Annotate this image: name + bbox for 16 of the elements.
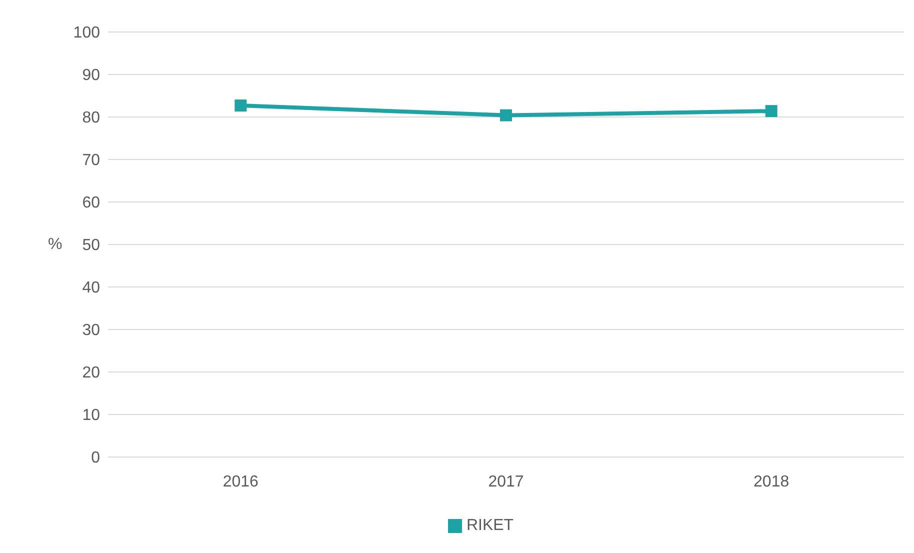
y-axis-title: %	[48, 236, 62, 254]
x-tick-label: 2016	[222, 473, 259, 490]
y-tick-label: 20	[82, 364, 100, 382]
legend-label: RIKET	[466, 517, 514, 534]
x-tick-label: 2018	[754, 473, 790, 490]
y-tick-label: 40	[82, 280, 100, 297]
y-tick-label: 0	[91, 450, 100, 467]
x-tick-label: 2017	[488, 473, 524, 490]
y-tick-label: 50	[82, 237, 100, 254]
y-tick-label: 70	[82, 152, 100, 170]
y-tick-label: 30	[82, 322, 100, 340]
y-tick-label: 90	[82, 67, 100, 84]
y-tick-label: 60	[82, 194, 100, 212]
y-tick-label: 100	[73, 24, 100, 42]
y-tick-label: 80	[82, 110, 100, 127]
y-tick-label: 10	[82, 407, 100, 424]
